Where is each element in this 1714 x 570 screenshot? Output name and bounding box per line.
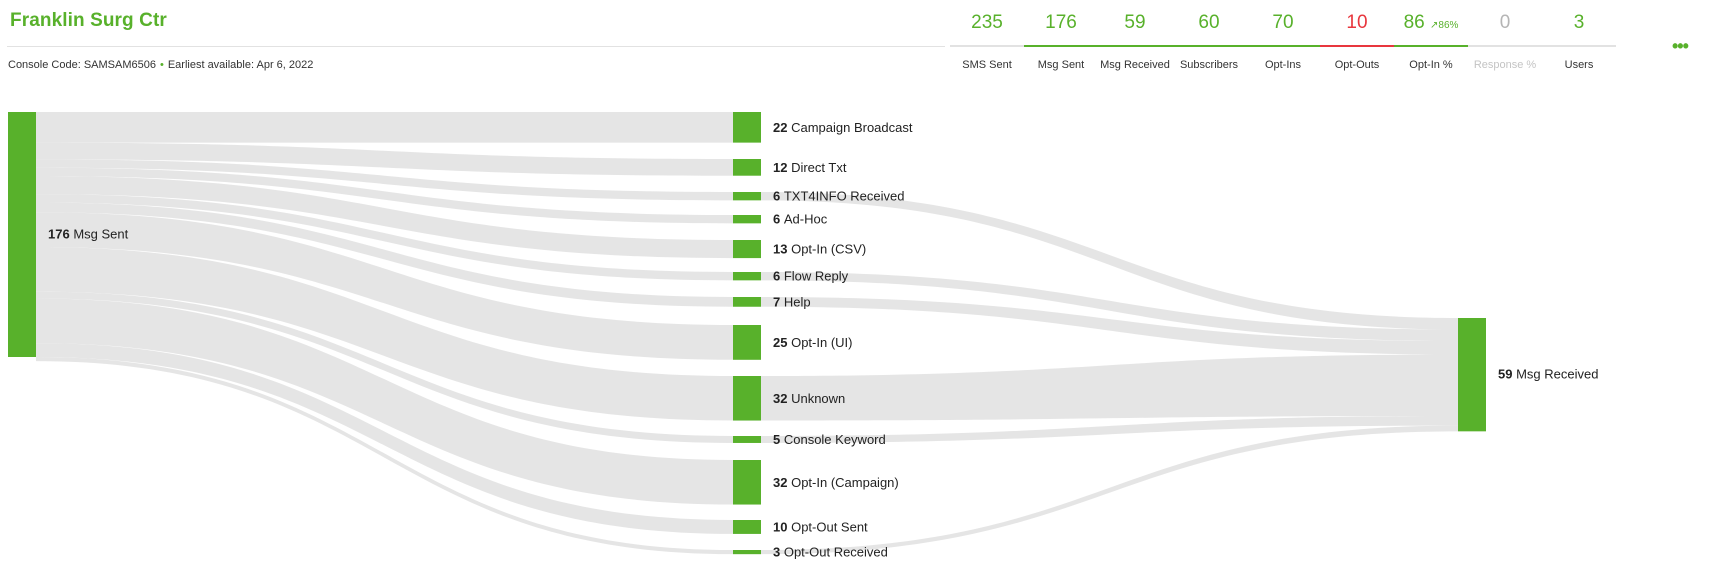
- node-label-ad-hoc: 6 Ad-Hoc: [773, 212, 828, 227]
- stat-label: Opt-In %: [1409, 59, 1453, 71]
- link-msg-sent-to-campaign-broadcast: [36, 112, 733, 143]
- stat-underline: [1468, 45, 1542, 47]
- stat-value: 59: [1124, 12, 1146, 33]
- title-divider: [7, 46, 945, 47]
- trend-up-icon: ↗86%: [1430, 20, 1459, 31]
- node-opt-in-campaign[interactable]: [733, 460, 761, 505]
- stat-label: SMS Sent: [962, 59, 1012, 71]
- stat-underline: [1320, 45, 1394, 47]
- stat-value: 3: [1573, 12, 1585, 33]
- stat-underline: [1246, 45, 1320, 47]
- node-label-opt-in-csv: 13 Opt-In (CSV): [773, 242, 866, 257]
- stat-value: 70: [1272, 12, 1294, 33]
- stat-value: 176: [1045, 12, 1077, 33]
- link-msg-sent-to-txt4info-received: [36, 159, 733, 201]
- node-label-txt4info-received: 6 TXT4INFO Received: [773, 189, 905, 204]
- node-label-campaign-broadcast: 22 Campaign Broadcast: [773, 120, 913, 135]
- link-msg-sent-to-help: [36, 202, 733, 307]
- node-label-flow-reply: 6 Flow Reply: [773, 269, 849, 284]
- node-label-opt-out-sent: 10 Opt-Out Sent: [773, 519, 868, 534]
- stat-label: Subscribers: [1179, 59, 1239, 71]
- node-opt-in-ui[interactable]: [733, 325, 761, 360]
- node-msg-received[interactable]: [1458, 318, 1486, 432]
- link-unknown-to-msg-received: [761, 354, 1458, 421]
- node-opt-out-received[interactable]: [733, 550, 761, 555]
- link-msg-sent-to-opt-out-received: [36, 357, 733, 555]
- stat-underline: [1024, 45, 1098, 47]
- node-label-msg-sent: 176 Msg Sent: [48, 227, 129, 242]
- link-help-to-msg-received: [761, 297, 1458, 355]
- link-msg-sent-to-flow-reply: [36, 194, 733, 281]
- link-opt-out-received-to-msg-received: [761, 425, 1458, 555]
- node-label-direct-txt: 12 Direct Txt: [773, 160, 847, 175]
- node-txt4info-received[interactable]: [733, 192, 761, 201]
- link-msg-sent-to-console-keyword: [36, 291, 733, 443]
- sankey-labels: 176 Msg Sent 59 Msg Received 22 Campaign B…: [48, 120, 1598, 560]
- stat-value: 60: [1198, 12, 1220, 33]
- console-code: Console Code: SAMSAM6506: [8, 59, 156, 71]
- stat-value: 10: [1346, 12, 1368, 33]
- link-msg-sent-to-ad-hoc: [36, 167, 733, 224]
- node-unknown[interactable]: [733, 376, 761, 421]
- node-msg-sent[interactable]: [8, 112, 36, 357]
- node-label-help: 7 Help: [773, 294, 811, 309]
- node-label-opt-out-received: 3 Opt-Out Received: [773, 545, 888, 560]
- stat-label: Users: [1564, 59, 1594, 71]
- node-help[interactable]: [733, 297, 761, 307]
- stat-underline: [950, 45, 1024, 47]
- more-menu-icon[interactable]: •••: [1672, 36, 1689, 56]
- stat-underline: [1394, 45, 1468, 47]
- stat-value-number: 86: [1403, 12, 1425, 33]
- stat-underline: [1172, 45, 1246, 47]
- stat-label: Msg Received: [1100, 59, 1170, 71]
- node-direct-txt[interactable]: [733, 159, 761, 176]
- sankey-links: [36, 112, 1458, 555]
- stat-label: Response %: [1473, 59, 1537, 71]
- node-opt-out-sent[interactable]: [733, 520, 761, 534]
- link-flow-reply-to-msg-received: [761, 272, 1458, 342]
- stat-label: Opt-Ins: [1264, 59, 1302, 71]
- link-txt4info-received-to-msg-received: [761, 192, 1458, 330]
- stat-value: 86 ↗86%: [1394, 12, 1468, 34]
- node-label-opt-in-ui: 25 Opt-In (UI): [773, 335, 852, 350]
- link-msg-sent-to-unknown: [36, 247, 733, 421]
- node-label-console-keyword: 5 Console Keyword: [773, 432, 886, 447]
- link-console-keyword-to-msg-received: [761, 415, 1458, 443]
- stat-label: Msg Sent: [1037, 59, 1085, 71]
- separator-dot: •: [159, 59, 164, 71]
- stat-value: 235: [971, 12, 1003, 33]
- stat-underline: [1542, 45, 1616, 47]
- link-msg-sent-to-opt-out-sent: [36, 343, 733, 534]
- node-flow-reply[interactable]: [733, 272, 761, 281]
- node-label-unknown: 32 Unknown: [773, 391, 845, 406]
- link-msg-sent-to-direct-txt: [36, 142, 733, 176]
- stat-underline: [1098, 45, 1172, 47]
- sankey-nodes: [8, 112, 1486, 555]
- link-msg-sent-to-opt-in-campaign: [36, 298, 733, 505]
- earliest-available: Earliest available: Apr 6, 2022: [167, 59, 314, 71]
- stat-label: Opt-Outs: [1334, 59, 1380, 71]
- node-ad-hoc[interactable]: [733, 215, 761, 224]
- node-opt-in-csv[interactable]: [733, 240, 761, 259]
- node-label-opt-in-campaign: 32 Opt-In (Campaign): [773, 475, 899, 490]
- console-title: Franklin Surg Ctr: [10, 10, 167, 31]
- console-info: Console Code: SAMSAM6506 • Earliest availa…: [8, 59, 313, 71]
- link-msg-sent-to-opt-in-csv: [36, 176, 733, 259]
- node-label-msg-received: 59 Msg Received: [1498, 367, 1598, 382]
- node-campaign-broadcast[interactable]: [733, 112, 761, 143]
- link-msg-sent-to-opt-in-ui: [36, 212, 733, 360]
- stat-value: 0: [1499, 12, 1511, 33]
- node-console-keyword[interactable]: [733, 436, 761, 443]
